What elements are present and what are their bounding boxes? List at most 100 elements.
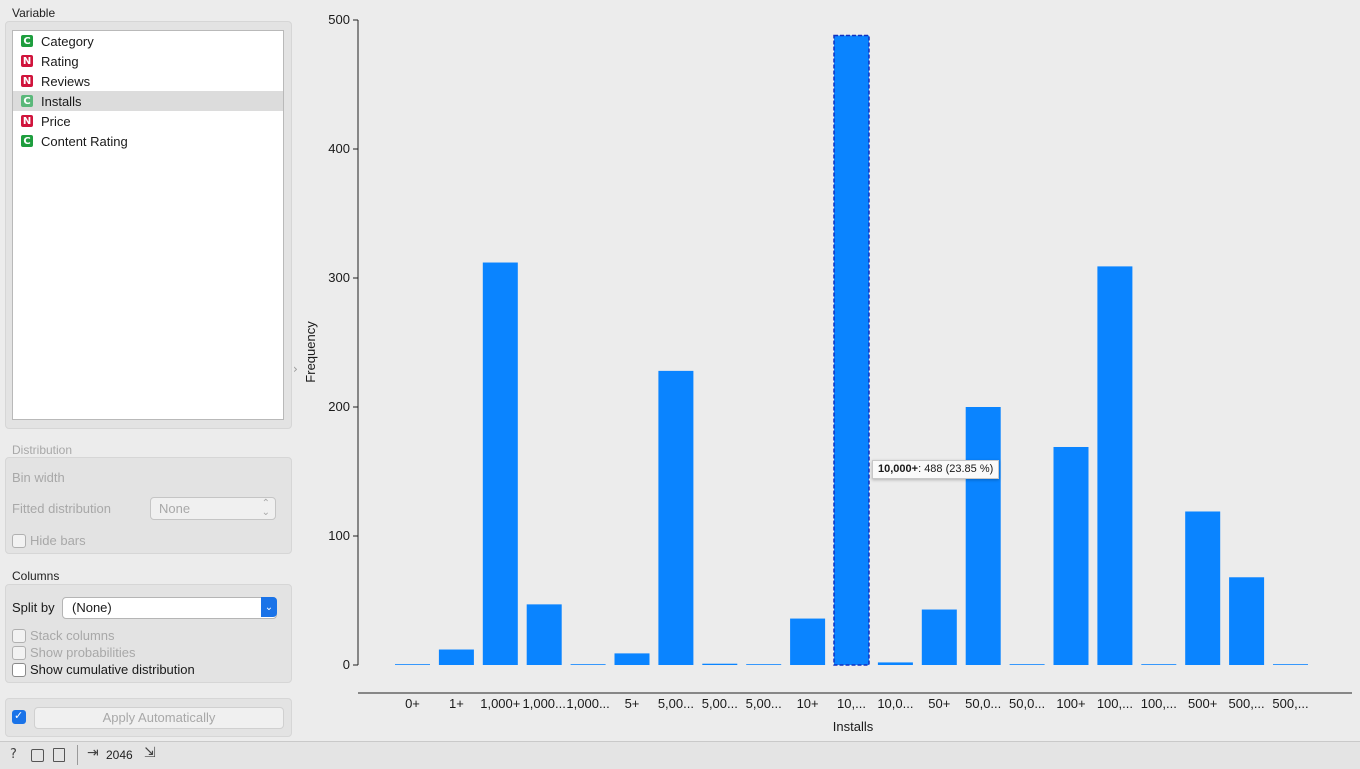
- panel-collapse-icon[interactable]: ›: [293, 362, 298, 376]
- histogram-bar[interactable]: [877, 662, 913, 665]
- y-tick-label: 500: [328, 12, 350, 27]
- histogram-bar[interactable]: [1273, 664, 1308, 665]
- split-by-value: (None): [72, 600, 112, 615]
- x-axis-label: Installs: [833, 719, 874, 734]
- y-tick-label: 0: [343, 657, 350, 672]
- data-count: 2046: [106, 748, 133, 762]
- variable-item-label: Content Rating: [41, 133, 128, 149]
- stack-columns-checkbox[interactable]: [12, 629, 26, 643]
- histogram-bar[interactable]: [438, 649, 474, 665]
- x-tick-label: 5,00...: [702, 696, 738, 711]
- selected-bar[interactable]: [833, 34, 870, 666]
- checkmark-icon: ✓: [14, 709, 24, 722]
- variable-item-category[interactable]: C Category: [13, 31, 283, 51]
- apply-automatically-checkbox[interactable]: ✓: [12, 709, 26, 724]
- x-tick-label: 100,...: [1141, 696, 1177, 711]
- bar-tooltip: 10,000+: 488 (23.85 %): [872, 460, 1000, 479]
- cumulative-distribution-label: Show cumulative distribution: [30, 662, 195, 677]
- fitted-distribution-label: Fitted distribution: [12, 501, 111, 516]
- histogram-chart[interactable]: Frequency Installs 0 100 200 300 400 500 0+ 1+…: [0, 0, 1360, 741]
- save-icon[interactable]: [31, 749, 44, 762]
- x-tick-label: 5,00...: [658, 696, 694, 711]
- x-tick-label: 5,00...: [746, 696, 782, 711]
- help-icon[interactable]: ?: [10, 747, 17, 762]
- y-tick-label: 300: [328, 270, 350, 285]
- histogram-bar[interactable]: [921, 609, 957, 665]
- histogram-bar[interactable]: [1053, 446, 1089, 665]
- variable-section-title: Variable: [12, 6, 56, 20]
- variable-item-label: Installs: [41, 93, 82, 109]
- histogram-bar[interactable]: [965, 407, 1001, 665]
- x-tick-label: 50,0...: [965, 696, 1001, 711]
- histogram-bar[interactable]: [1009, 664, 1045, 665]
- x-tick-label: 100,...: [1097, 696, 1133, 711]
- split-by-select[interactable]: (None) ⌄: [62, 597, 277, 619]
- report-icon[interactable]: [53, 748, 65, 762]
- histogram-bar[interactable]: [526, 604, 562, 665]
- histogram-bar[interactable]: [482, 262, 518, 665]
- x-tick-label: 500,...: [1229, 696, 1265, 711]
- columns-section-title: Columns: [12, 569, 60, 583]
- histogram-bar[interactable]: [614, 653, 650, 665]
- cumulative-distribution-checkbox[interactable]: [12, 663, 26, 677]
- histogram-bar[interactable]: [1141, 664, 1177, 665]
- histogram-bar[interactable]: [395, 664, 430, 665]
- x-tick-label: 10,...: [837, 696, 866, 711]
- x-tick-label: 500+: [1188, 696, 1217, 711]
- variable-list[interactable]: C Category N Rating N Reviews C Installs N Price C…: [12, 30, 284, 420]
- apply-automatically-button[interactable]: Apply Automatically: [34, 707, 284, 729]
- stack-columns-label: Stack columns: [30, 628, 115, 643]
- histogram-bar[interactable]: [1185, 511, 1221, 665]
- x-tick-label: 1,000...: [523, 696, 566, 711]
- input-data-icon[interactable]: ⇥: [87, 745, 99, 761]
- variable-item-label: Category: [41, 33, 94, 49]
- footer-divider: [77, 745, 78, 765]
- histogram-bar[interactable]: [790, 618, 826, 665]
- variable-item-content-rating[interactable]: C Content Rating: [13, 131, 283, 151]
- updown-chevron-icon: ⌃ ⌄: [261, 498, 270, 518]
- histogram-bar[interactable]: [702, 663, 738, 665]
- tooltip-category: 10,000+: [878, 463, 919, 475]
- fitted-distribution-value: None: [159, 501, 191, 516]
- y-tick-label: 100: [328, 528, 350, 543]
- histogram-bar[interactable]: [746, 664, 782, 665]
- hide-bars-label: Hide bars: [30, 533, 86, 548]
- numeric-icon: N: [21, 115, 33, 127]
- numeric-icon: N: [21, 55, 33, 67]
- variable-item-reviews[interactable]: N Reviews: [13, 71, 283, 91]
- variable-item-label: Rating: [41, 53, 79, 69]
- show-probabilities-label: Show probabilities: [30, 645, 136, 660]
- output-data-icon[interactable]: ⇲: [144, 745, 156, 761]
- histogram-bar[interactable]: [570, 664, 606, 665]
- y-tick-label: 400: [328, 141, 350, 156]
- variable-item-installs[interactable]: C Installs: [13, 91, 283, 111]
- status-bar: ? ⇥ 2046 ⇲: [0, 741, 1360, 769]
- tooltip-value: : 488 (23.85 %): [918, 463, 994, 475]
- show-probabilities-checkbox[interactable]: [12, 646, 26, 660]
- numeric-icon: N: [21, 75, 33, 87]
- categorical-icon: C: [21, 35, 33, 47]
- hide-bars-checkbox[interactable]: [12, 534, 26, 548]
- x-tick-label: 5+: [625, 696, 640, 711]
- histogram-bar[interactable]: [1229, 577, 1265, 665]
- split-by-label: Split by: [12, 600, 55, 615]
- variable-item-price[interactable]: N Price: [13, 111, 283, 131]
- x-tick-label: 10+: [797, 696, 819, 711]
- histogram-bar[interactable]: [1097, 266, 1133, 665]
- x-tick-label: 1,000...: [566, 696, 609, 711]
- variable-item-label: Price: [41, 113, 71, 129]
- distribution-section-title: Distribution: [12, 443, 73, 457]
- x-tick-label: 1+: [449, 696, 464, 711]
- x-tick-label: 1,000+: [480, 696, 520, 711]
- bin-width-label: Bin width: [12, 470, 65, 485]
- dropdown-chevron-icon: ⌄: [261, 597, 277, 617]
- fitted-distribution-select[interactable]: None ⌃ ⌄: [150, 497, 276, 520]
- x-tick-label: 500,...: [1272, 696, 1308, 711]
- x-tick-label: 50+: [928, 696, 950, 711]
- histogram-bar[interactable]: [658, 370, 694, 665]
- x-tick-label: 50,0...: [1009, 696, 1045, 711]
- categorical-icon: C: [21, 135, 33, 147]
- y-axis-label: Frequency: [303, 321, 318, 383]
- variable-item-label: Reviews: [41, 73, 91, 89]
- variable-item-rating[interactable]: N Rating: [13, 51, 283, 71]
